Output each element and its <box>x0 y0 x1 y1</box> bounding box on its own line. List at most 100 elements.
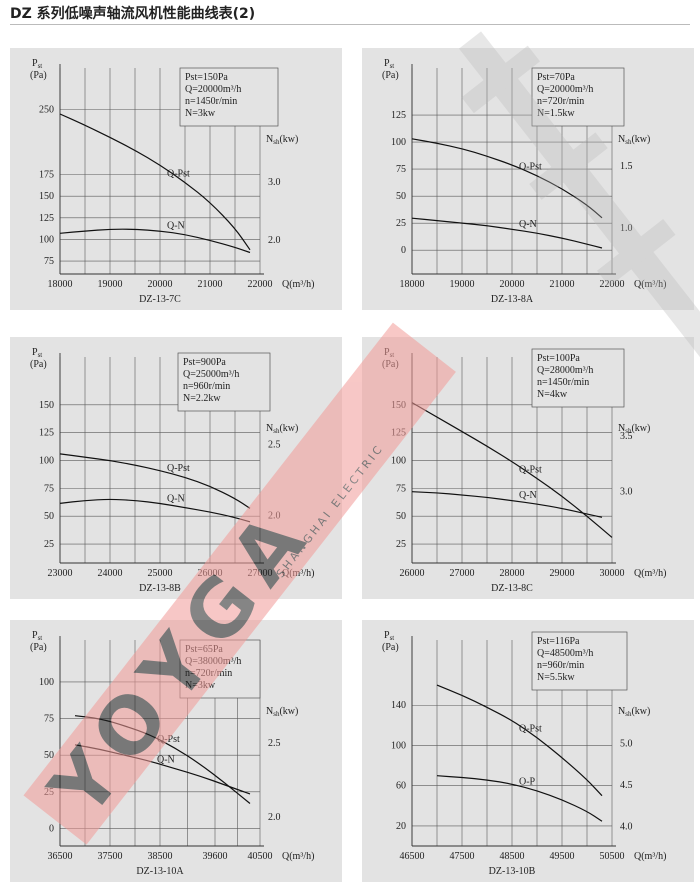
x-tick-label: 23000 <box>48 568 73 579</box>
chart-title: DZ-13-8A <box>491 294 534 305</box>
series-label: Q-Pst <box>167 168 190 179</box>
chart-title: DZ-13-8C <box>491 583 533 594</box>
nsh-tick-label: 2.0 <box>268 235 281 246</box>
y-tick-label: 75 <box>44 256 54 267</box>
series-label: Q-N <box>167 494 185 505</box>
series-line-q-n <box>411 491 603 518</box>
nsh-axis-label: Nsh(kw) <box>618 134 650 146</box>
spec-box <box>531 631 628 691</box>
x-tick-label: 40500 <box>248 851 273 862</box>
performance-chart-dz-13-10b: 46500 47500 48500 49500 50500 20 60 100 140 Pst(P… <box>382 630 666 877</box>
series-line-q-pst <box>59 113 251 251</box>
spec-box <box>531 348 625 408</box>
spec-line: n=1450r/min <box>185 96 237 107</box>
series-line-q-n <box>59 228 251 254</box>
nsh-tick-label: 5.0 <box>620 739 633 750</box>
y-axis-unit: (Pa) <box>30 642 47 653</box>
series-line-q-pst <box>411 138 603 219</box>
series-label: Q-Pst <box>519 162 542 173</box>
x-axis-label: Q(m³/h) <box>282 279 314 290</box>
performance-chart-dz-13-8b: 23000 24000 25000 26000 27000 25 50 75 100 125 150… <box>30 347 314 594</box>
x-tick-label: 26000 <box>400 568 425 579</box>
nsh-tick-label: 3.0 <box>620 487 633 498</box>
y-tick-label: 125 <box>391 110 406 121</box>
spec-line: Q=38000m³/h <box>185 656 241 667</box>
y-tick-label: 60 <box>396 781 406 792</box>
series-label: Q-N <box>157 755 175 766</box>
y-axis-label: Pst <box>32 630 42 642</box>
y-axis-label: Pst <box>32 347 42 359</box>
spec-line: n=960r/min <box>183 381 230 392</box>
nsh-tick-label: 2.5 <box>268 440 281 451</box>
y-tick-label: 175 <box>39 170 54 181</box>
x-tick-label: 24000 <box>98 568 123 579</box>
x-tick-label: 27000 <box>450 568 475 579</box>
spec-line: N=4kw <box>537 389 568 400</box>
x-axis-label: Q(m³/h) <box>634 568 666 579</box>
y-tick-label: 75 <box>396 483 406 494</box>
y-axis-unit: (Pa) <box>382 642 399 653</box>
y-axis-label: Pst <box>32 58 42 70</box>
y-tick-label: 125 <box>39 213 54 224</box>
spec-line: Pst=116Pa <box>537 636 580 647</box>
series-label: Q-N <box>167 220 185 231</box>
chart-panel-dz-13-10b: 46500 47500 48500 49500 50500 20 60 100 140 Pst (P… <box>362 620 694 882</box>
y-tick-label: 25 <box>44 787 54 798</box>
x-tick-label: 50500 <box>600 851 625 862</box>
x-tick-label: 48500 <box>500 851 525 862</box>
performance-chart-dz-13-8a: 18000 19000 20000 21000 22000 0 25 50 75 100 125 Ps… <box>382 58 666 305</box>
series-label: Q-Pst <box>519 723 542 734</box>
x-tick-label: 20000 <box>500 279 525 290</box>
x-tick-label: 22000 <box>600 279 625 290</box>
spec-line: Pst=100Pa <box>537 353 580 364</box>
x-axis-label: Q(m³/h) <box>282 568 314 579</box>
y-tick-label: 100 <box>39 677 54 688</box>
chart-title: DZ-13-7C <box>139 294 181 305</box>
y-tick-label: 100 <box>391 740 406 751</box>
spec-box <box>179 67 279 127</box>
y-tick-label: 50 <box>396 191 406 202</box>
nsh-tick-label: 2.0 <box>268 812 281 823</box>
chart-panel-dz-13-8c: 26000 27000 28000 29000 30000 25 50 75 100 125 150… <box>362 337 694 599</box>
y-tick-label: 125 <box>39 428 54 439</box>
x-axis-label: Q(m³/h) <box>634 851 666 862</box>
y-tick-label: 100 <box>391 456 406 467</box>
x-tick-label: 49500 <box>550 851 575 862</box>
nsh-tick-label: 2.5 <box>268 738 281 749</box>
spec-line: n=960r/min <box>537 660 584 671</box>
y-tick-label: 150 <box>39 400 54 411</box>
chart-panel-dz-13-8a: 18000 19000 20000 21000 22000 0 25 50 75 100 125 Ps… <box>362 48 694 310</box>
spec-line: Pst=70Pa <box>537 72 575 83</box>
x-tick-label: 18000 <box>48 279 73 290</box>
y-tick-label: 150 <box>39 191 54 202</box>
y-axis-unit: (Pa) <box>30 70 47 81</box>
y-tick-label: 250 <box>39 105 54 116</box>
series-label: Q-Pst <box>519 464 542 475</box>
chart-title: DZ-13-8B <box>139 583 181 594</box>
x-tick-label: 38500 <box>148 851 173 862</box>
chart-panel-dz-13-8b: 23000 24000 25000 26000 27000 25 50 75 100 125 150… <box>10 337 342 599</box>
title-divider <box>10 24 690 25</box>
series-label: Q-N <box>519 490 537 501</box>
y-tick-label: 0 <box>49 823 54 834</box>
y-tick-label: 75 <box>396 164 406 175</box>
y-axis-unit: (Pa) <box>30 359 47 370</box>
y-tick-label: 75 <box>44 483 54 494</box>
nsh-axis-label: Nsh(kw) <box>266 134 298 146</box>
y-tick-label: 25 <box>396 218 406 229</box>
chart-panel-dz-13-7c: 18000 19000 20000 21000 22000 75 100 125 150 175 2… <box>10 48 342 310</box>
x-tick-label: 37500 <box>98 851 123 862</box>
spec-line: Pst=900Pa <box>183 357 226 368</box>
series-label: Q-Pst <box>157 734 180 745</box>
nsh-tick-label: 1.5 <box>620 161 633 172</box>
x-tick-label: 19000 <box>98 279 123 290</box>
y-tick-label: 20 <box>396 821 406 832</box>
spec-line: Q=25000m³/h <box>183 369 239 380</box>
y-tick-label: 50 <box>396 511 406 522</box>
x-tick-label: 27000 <box>248 568 273 579</box>
performance-chart-dz-13-10a: 36500 37500 38500 39600 40500 0 25 50 75 100 Pst(P… <box>30 630 314 877</box>
spec-box <box>531 67 625 127</box>
y-tick-label: 25 <box>44 539 54 550</box>
y-tick-label: 150 <box>391 400 406 411</box>
x-axis-label: Q(m³/h) <box>282 851 314 862</box>
